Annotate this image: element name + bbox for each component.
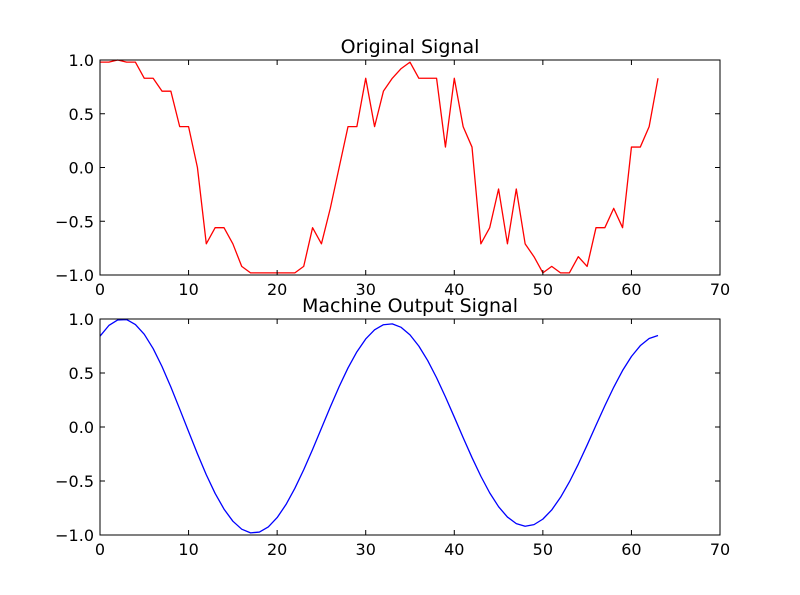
plot-frame — [99, 318, 721, 536]
plot-frame — [99, 59, 721, 276]
series-line — [99, 318, 659, 534]
chart-machine-output-signal: Machine Output Signal 0 10 20 30 40 50 60 70 −1.… — [55, 295, 730, 559]
x-tick-label: 50 — [533, 280, 553, 299]
y-tick-label: −1.0 — [55, 526, 94, 545]
y-tick-label: −1.0 — [55, 266, 94, 285]
x-tick-label: 40 — [444, 540, 464, 559]
y-tick-label: −0.5 — [55, 472, 94, 491]
x-tick-label: 0 — [95, 280, 105, 299]
x-tick-label: 0 — [95, 540, 105, 559]
x-tick-label: 60 — [621, 280, 641, 299]
x-tick-label: 20 — [267, 280, 287, 299]
y-tick-label: 1.0 — [69, 51, 94, 70]
y-tick-label: 0.5 — [69, 364, 94, 383]
x-tick-label: 30 — [356, 280, 376, 299]
y-tick-label: 0.0 — [69, 418, 94, 437]
x-tick-label: 30 — [356, 540, 376, 559]
y-tick-label: 0.0 — [69, 159, 94, 178]
y-tick-label: 1.0 — [69, 310, 94, 329]
chart-title: Machine Output Signal — [302, 295, 518, 317]
x-tick-label: 10 — [178, 280, 198, 299]
x-tick-label: 70 — [710, 540, 730, 559]
x-tick-label: 50 — [533, 540, 553, 559]
series-line — [100, 59, 659, 274]
chart-original-signal: Original Signal 0 10 20 30 40 50 60 70 −1.0 −0.5 0… — [55, 36, 730, 299]
y-tick-label: 0.5 — [69, 105, 94, 124]
x-tick-label: 20 — [267, 540, 287, 559]
x-tick-label: 40 — [444, 280, 464, 299]
x-tick-label: 70 — [710, 280, 730, 299]
x-tick-label: 60 — [621, 540, 641, 559]
chart-title: Original Signal — [341, 36, 480, 58]
x-tick-label: 10 — [178, 540, 198, 559]
y-tick-label: −0.5 — [55, 212, 94, 231]
